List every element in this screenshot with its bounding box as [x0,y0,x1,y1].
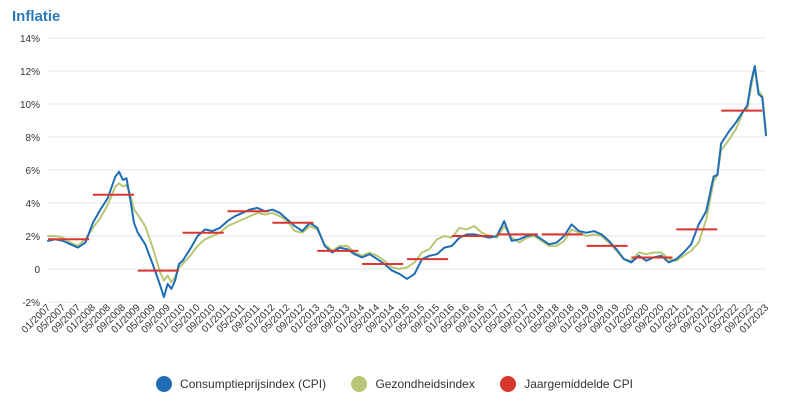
legend-item-jaargemiddelde[interactable]: Jaargemiddelde CPI [500,376,633,392]
series-layer [47,65,767,299]
y-tick-label: 6% [26,166,41,177]
chart-title: Inflatie [12,8,61,25]
y-tick-labels: -2% 0 2% 4% 6% 8% 10% 12% 14% [20,34,40,309]
legend-item-gezondheidsindex[interactable]: Gezondheidsindex [351,376,475,392]
y-tick-label: 14% [20,34,40,45]
y-tick-label: 12% [20,67,40,78]
cpi-series-line [47,65,767,299]
y-tick-label: 8% [26,133,41,144]
y-tick-label: -2% [22,298,40,309]
legend-swatch-cpi [156,376,173,392]
legend-label-cpi: Consumptieprijsindex (CPI) [180,377,327,391]
y-tick-label: 2% [26,232,41,243]
yearly-average-layer [48,109,763,272]
chart-legend: Consumptieprijsindex (CPI) Gezondheidsin… [0,376,789,395]
y-tick-label: 10% [20,100,40,111]
legend-item-cpi[interactable]: Consumptieprijsindex (CPI) [156,376,326,392]
y-tick-label: 0 [34,265,40,276]
legend-swatch-gezondheidsindex [351,376,368,392]
x-tick-labels: 01/200705/200709/200701/200805/200809/20… [20,302,772,336]
grid-layer [48,37,766,303]
legend-label-jaargemiddelde: Jaargemiddelde CPI [524,377,633,391]
y-tick-label: 4% [26,199,41,210]
legend-swatch-jaargemiddelde [500,376,517,392]
gezondheidsindex-series-line [47,66,767,284]
legend-label-gezondheidsindex: Gezondheidsindex [375,377,475,391]
